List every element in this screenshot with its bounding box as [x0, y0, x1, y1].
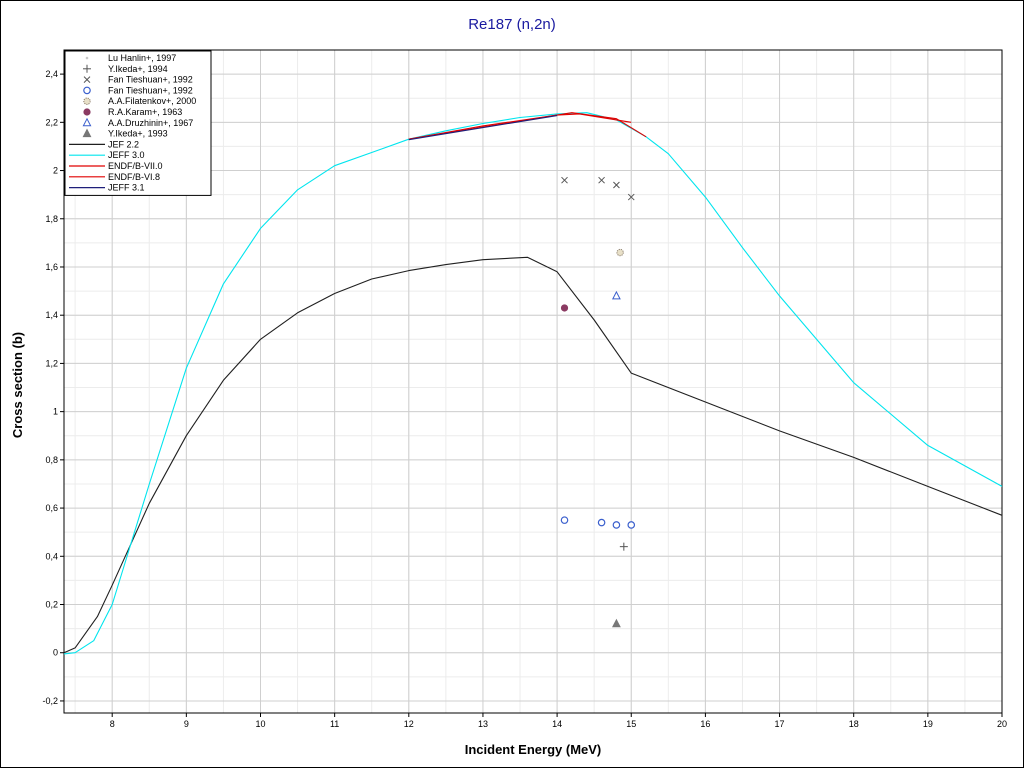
- legend-label: ENDF/B-VII.0: [108, 161, 163, 171]
- y-tick-label: 0,4: [45, 551, 58, 561]
- legend-entry: Fan Tieshuan+, 1992: [83, 85, 193, 95]
- x-tick-label: 20: [997, 719, 1007, 729]
- y-tick-label: 1,6: [45, 262, 58, 272]
- data-point: [619, 542, 628, 551]
- data-point: [560, 304, 569, 312]
- legend-swatch: [85, 56, 89, 60]
- legend-label: Fan Tieshuan+, 1992: [108, 85, 193, 95]
- series-9: [63, 112, 1003, 655]
- series-line: [408, 115, 558, 141]
- x-tick-label: 14: [552, 719, 562, 729]
- data-point: [613, 181, 620, 189]
- x-tick-label: 17: [775, 719, 785, 729]
- y-tick-label: 1,8: [45, 214, 58, 224]
- series-8: [63, 256, 1003, 654]
- x-tick-label: 15: [626, 719, 636, 729]
- legend-entry: Lu Hanlin+, 1997: [85, 53, 176, 63]
- x-tick-label: 19: [923, 719, 933, 729]
- series-1: [619, 542, 628, 551]
- legend-label: Y.Ikeda+, 1994: [108, 64, 168, 74]
- y-tick-label: 0,2: [45, 600, 58, 610]
- chart-title: Re187 (n,2n): [468, 16, 556, 33]
- y-axis-label: Cross section (b): [10, 332, 25, 438]
- y-tick-label: -0,2: [42, 696, 58, 706]
- legend-swatch: [82, 128, 92, 138]
- legend-label: JEF 2.2: [108, 139, 139, 149]
- legend-entry: ENDF/B-VII.0: [69, 161, 163, 171]
- legend-label: Fan Tieshuan+, 1992: [108, 75, 193, 85]
- series-line: [63, 112, 1003, 655]
- x-tick-label: 11: [330, 719, 339, 729]
- legend-swatch: [83, 97, 91, 105]
- y-tick-label: 2,2: [45, 117, 58, 127]
- x-tick-label: 12: [404, 719, 414, 729]
- legend-entry: Fan Tieshuan+, 1992: [83, 75, 193, 85]
- legend-label: Lu Hanlin+, 1997: [108, 53, 176, 63]
- legend-label: ENDF/B-VI.8: [108, 172, 160, 182]
- x-tick-label: 16: [700, 719, 710, 729]
- legend-swatch: [83, 86, 91, 95]
- series-2: [561, 176, 635, 201]
- legend-label: A.A.Filatenkov+, 2000: [108, 96, 196, 106]
- legend-entry: JEF 2.2: [69, 139, 139, 149]
- series-7: [611, 618, 621, 628]
- axis-ticks: 8 9 10 11 12 13 14 15 16 17 18 19 20-0,200,20,40,60,…: [42, 69, 1007, 729]
- series-line: [408, 112, 647, 140]
- legend-label: R.A.Karam+, 1963: [108, 107, 182, 117]
- legend-entry: ENDF/B-VI.8: [69, 172, 160, 182]
- x-tick-label: 18: [849, 719, 859, 729]
- legend-entry: R.A.Karam+, 1963: [83, 107, 182, 117]
- legend-entry: JEFF 3.1: [69, 183, 145, 193]
- data-point: [627, 521, 636, 529]
- legend-label: A.A.Druzhinin+, 1967: [108, 118, 193, 128]
- series-3: [560, 516, 636, 529]
- y-tick-label: 1: [53, 407, 58, 417]
- data-point: [597, 518, 606, 527]
- series-12: [408, 115, 558, 141]
- data-point: [616, 248, 624, 257]
- series-6: [611, 290, 621, 300]
- y-tick-label: 0,6: [45, 503, 58, 513]
- data-point: [598, 176, 605, 184]
- data-point: [612, 521, 621, 529]
- legend-swatch: [82, 117, 92, 127]
- data-point: [611, 290, 621, 300]
- legend-entry: A.A.Filatenkov+, 2000: [83, 96, 196, 106]
- legend-entry: A.A.Druzhinin+, 1967: [82, 117, 193, 128]
- x-tick-label: 10: [255, 719, 265, 729]
- legend-entry: JEFF 3.0: [69, 150, 145, 160]
- y-tick-label: 0: [53, 648, 58, 658]
- data-point: [561, 176, 568, 184]
- legend-swatch: [83, 64, 91, 73]
- y-tick-label: 2,4: [45, 69, 58, 79]
- y-tick-label: 1,2: [45, 358, 58, 368]
- legend-swatch: [83, 76, 91, 83]
- legend-label: Y.Ikeda+, 1993: [108, 129, 168, 139]
- data-point: [611, 618, 621, 628]
- x-tick-label: 8: [110, 719, 115, 729]
- data-point: [560, 516, 569, 524]
- series-5: [560, 304, 569, 312]
- legend-entry: Y.Ikeda+, 1994: [83, 64, 168, 74]
- legend-entry: Y.Ikeda+, 1993: [82, 128, 168, 139]
- x-axis-label: Incident Energy (MeV): [465, 742, 602, 757]
- x-tick-label: 9: [184, 719, 189, 729]
- series-layer: [63, 112, 1003, 655]
- legend-label: JEFF 3.0: [108, 150, 145, 160]
- y-tick-label: 2: [53, 166, 58, 176]
- series-4: [616, 248, 624, 257]
- plot-area: [63, 49, 1003, 714]
- series-10: [408, 112, 647, 140]
- y-tick-label: 1,4: [45, 310, 58, 320]
- legend-label: JEFF 3.1: [108, 183, 145, 193]
- y-tick-label: 0,8: [45, 455, 58, 465]
- series-line: [63, 256, 1003, 654]
- data-point: [627, 193, 635, 201]
- grid: [64, 49, 1003, 713]
- x-tick-label: 13: [478, 719, 488, 729]
- legend-swatch: [83, 108, 91, 116]
